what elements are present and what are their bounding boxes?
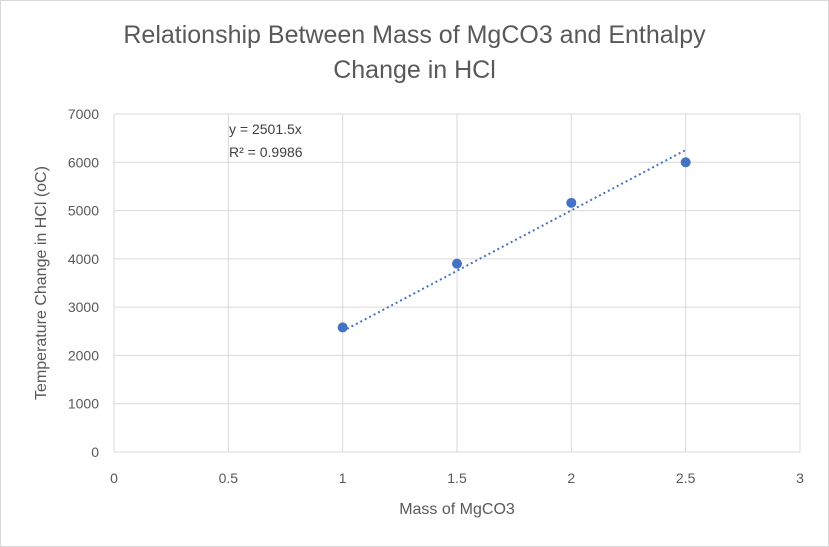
chart-title-line-2: Change in HCl <box>333 56 496 84</box>
y-tick-label: 7000 <box>68 106 99 122</box>
data-point <box>680 157 691 168</box>
y-tick-label: 0 <box>91 444 99 460</box>
x-tick-labels: 0 0.5 1 1.5 2 2.5 3 <box>110 470 804 486</box>
x-gridlines <box>113 114 801 452</box>
chart-title-line-1: Relationship Between Mass of MgCO3 and E… <box>123 21 706 49</box>
y-tick-label: 2000 <box>68 347 99 363</box>
data-point <box>337 322 348 333</box>
y-axis-title: Temperature Change in HCl (oC) <box>33 166 50 400</box>
x-tick-label: 2 <box>567 470 575 486</box>
data-point <box>452 258 462 269</box>
x-tick-label: 1.5 <box>447 470 467 486</box>
y-tick-label: 3000 <box>68 299 99 315</box>
x-tick-label: 2.5 <box>676 470 696 486</box>
x-tick-label: 0.5 <box>219 470 239 486</box>
trendline-equation: y = 2501.5x <box>229 121 302 137</box>
y-tick-label: 5000 <box>68 203 99 219</box>
x-axis-title: Mass of MgCO3 <box>399 501 515 518</box>
x-tick-label: 3 <box>796 470 804 486</box>
y-tick-label: 1000 <box>68 396 99 412</box>
data-points <box>337 157 691 333</box>
data-point <box>566 197 577 208</box>
trendline-r-squared: R² = 0.9986 <box>229 144 303 160</box>
y-tick-labels: 0 1000 2000 3000 4000 5000 6000 7000 <box>68 106 99 460</box>
x-tick-label: 0 <box>110 470 118 486</box>
y-tick-label: 4000 <box>68 251 99 267</box>
trendline-group <box>342 149 687 333</box>
chart-title: Relationship Between Mass of MgCO3 and E… <box>0 18 829 88</box>
y-tick-label: 6000 <box>68 154 99 170</box>
trendline <box>342 149 687 333</box>
x-tick-label: 1 <box>339 470 347 486</box>
